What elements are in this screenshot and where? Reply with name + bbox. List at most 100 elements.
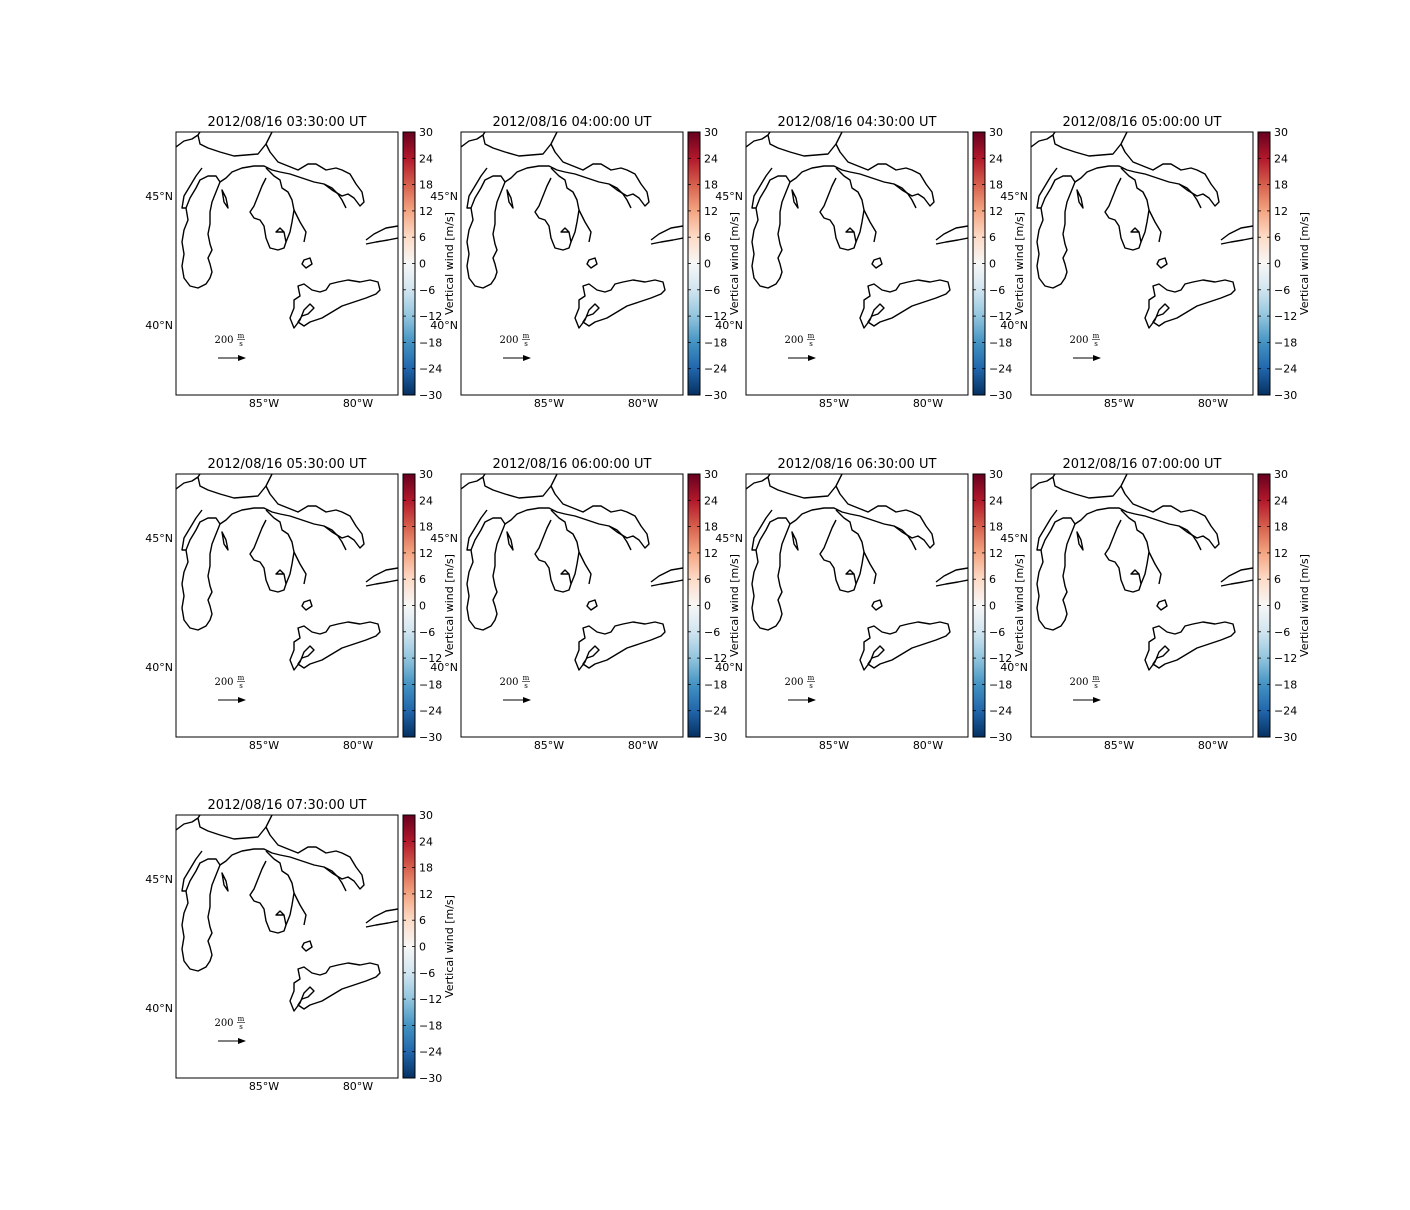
colorbar-label: Vertical wind [m/s] [1013, 554, 1026, 657]
lat-tick-label: 40°N [715, 319, 743, 332]
quiver-key-unit-numerator: m [523, 332, 530, 340]
colorbar-tick-label: −30 [704, 389, 727, 402]
panel-title: 2012/08/16 06:30:00 UT [777, 457, 936, 472]
quiver-key-unit-numerator: m [808, 332, 815, 340]
coastline [301, 257, 313, 269]
coastline [1036, 181, 1084, 289]
quiver-key-unit-denominator: s [524, 340, 528, 348]
colorbar-tick-label: −18 [989, 336, 1012, 349]
colorbar-tick-label: 24 [419, 835, 433, 848]
colorbar-label: Vertical wind [m/s] [728, 212, 741, 315]
colorbar-tick-label: 12 [989, 547, 1003, 560]
coastline [1144, 279, 1236, 329]
colorbar-tick-label: −30 [419, 389, 442, 402]
quiver-key-unit-denominator: s [524, 682, 528, 690]
colorbar-tick-label: 0 [704, 258, 711, 271]
coastline [461, 132, 650, 209]
lon-tick-label: 85°W [1104, 397, 1134, 410]
coastline [176, 132, 365, 209]
coastline [461, 474, 650, 551]
colorbar-label: Vertical wind [m/s] [1298, 212, 1311, 315]
coastline [1220, 225, 1253, 245]
colorbar-tick-label: 24 [989, 494, 1003, 507]
coastline [863, 183, 917, 243]
quiver-key-unit-numerator: m [238, 674, 245, 682]
colorbar-tick-label: −12 [1274, 652, 1297, 665]
coastline [293, 866, 347, 926]
quiver-key-value: 200 [214, 677, 233, 688]
colorbar-tick-label: 0 [419, 258, 426, 271]
colorbar-tick-label: −6 [989, 626, 1005, 639]
colorbar-tick-label: 6 [1274, 231, 1281, 244]
lat-tick-label: 45°N [1000, 532, 1028, 545]
coastline [746, 132, 935, 209]
colorbar-tick-label: −6 [1274, 284, 1290, 297]
colorbar-tick-label: −18 [989, 678, 1012, 691]
coastline [289, 621, 381, 671]
lat-tick-label: 45°N [145, 532, 173, 545]
coastline [289, 962, 381, 1012]
colorbar-tick-label: 18 [419, 521, 433, 534]
quiver-key-unit-denominator: s [239, 682, 243, 690]
colorbar-tick-label: −18 [1274, 336, 1297, 349]
map-frame [745, 473, 969, 738]
map-frame [460, 473, 684, 738]
coastline [289, 279, 381, 329]
coastline [1148, 183, 1202, 243]
coastline-group [461, 474, 683, 671]
colorbar-label: Vertical wind [m/s] [1298, 554, 1311, 657]
quiver-key-unit-numerator: m [808, 674, 815, 682]
coastline [1104, 509, 1150, 593]
colorbar-tick-label: 18 [1274, 179, 1288, 192]
map-panel: 2012/08/16 06:00:00 UT 45°N 40°N 85°W 80°W 20… [430, 457, 741, 752]
coastline [574, 621, 666, 671]
colorbar-tick-label: 0 [989, 258, 996, 271]
coastline [859, 621, 951, 671]
coastline [1144, 621, 1236, 671]
lon-tick-label: 85°W [534, 397, 564, 410]
colorbar-tick-label: −12 [989, 310, 1012, 323]
colorbar-tick-label: −30 [419, 731, 442, 744]
quiver-key-value: 200 [214, 1018, 233, 1029]
colorbar-tick-label: 18 [419, 179, 433, 192]
colorbar-tick-label: 12 [704, 205, 718, 218]
map-panel: 2012/08/16 03:30:00 UT 45°N 40°N 85°W 80°W 20… [145, 115, 456, 410]
lon-tick-label: 85°W [819, 397, 849, 410]
map-panel: 2012/08/16 07:30:00 UT 45°N 40°N 85°W 80°W 20… [145, 798, 456, 1093]
lat-tick-label: 40°N [715, 661, 743, 674]
colorbar-tick-label: −24 [704, 363, 727, 376]
coastline [176, 474, 365, 551]
colorbar-tick-label: 24 [1274, 494, 1288, 507]
quiver-key-unit-denominator: s [239, 1023, 243, 1031]
quiver-key-unit-denominator: s [809, 682, 813, 690]
colorbar-tick-label: −24 [989, 705, 1012, 718]
panel-title: 2012/08/16 07:00:00 UT [1062, 457, 1221, 472]
lat-tick-label: 45°N [1000, 190, 1028, 203]
colorbar-tick-label: 0 [1274, 600, 1281, 613]
coastline [534, 509, 580, 593]
panel-title: 2012/08/16 04:00:00 UT [492, 115, 651, 130]
lat-tick-label: 40°N [1000, 319, 1028, 332]
colorbar-tick-label: 30 [419, 468, 433, 481]
colorbar-tick-label: 6 [989, 231, 996, 244]
colorbar-tick-label: 0 [1274, 258, 1281, 271]
lat-tick-label: 45°N [145, 873, 173, 886]
lon-tick-label: 80°W [1198, 739, 1228, 752]
colorbar-tick-label: −6 [419, 967, 435, 980]
colorbar-tick-label: −12 [704, 310, 727, 323]
coastline [586, 599, 598, 611]
colorbar-tick-label: 0 [989, 600, 996, 613]
map-panel: 2012/08/16 04:00:00 UT 45°N 40°N 85°W 80°W 20… [430, 115, 741, 410]
colorbar-tick-label: −18 [704, 336, 727, 349]
lon-tick-label: 85°W [249, 1080, 279, 1093]
quiver-key-unit-numerator: m [238, 332, 245, 340]
colorbar-tick-label: 30 [989, 468, 1003, 481]
coastline [365, 908, 398, 928]
panel-title: 2012/08/16 03:30:00 UT [207, 115, 366, 130]
colorbar-tick-label: −18 [419, 336, 442, 349]
colorbar-tick-label: −6 [419, 626, 435, 639]
lat-tick-label: 40°N [430, 319, 458, 332]
colorbar-tick-label: 12 [419, 888, 433, 901]
coastline [574, 279, 666, 329]
coastline [863, 525, 917, 585]
